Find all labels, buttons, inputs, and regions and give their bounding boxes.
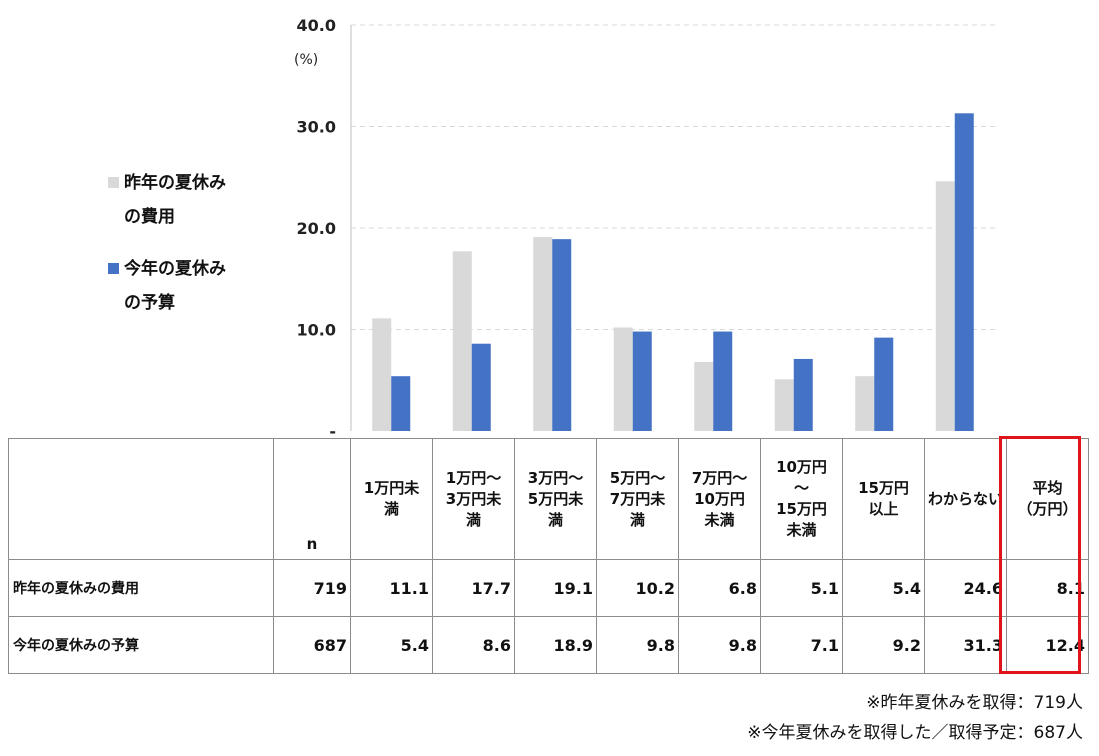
cell-value: 18.9 — [514, 616, 597, 674]
y-tick-label: 40.0 — [297, 16, 336, 35]
cell-average: 8.1 — [1006, 559, 1089, 617]
table-row: 昨年の夏休みの費用 719 11.1 17.7 19.1 10.2 6.8 5.… — [8, 559, 1089, 617]
cell-n: 687 — [273, 616, 351, 674]
cell-value: 5.4 — [350, 616, 433, 674]
cell-value: 11.1 — [350, 559, 433, 617]
row-label: 今年の夏休みの予算 — [8, 616, 274, 674]
y-tick-label: - — [329, 422, 336, 440]
cell-value: 9.8 — [596, 616, 679, 674]
cell-value: 5.4 — [842, 559, 925, 617]
header-n: n — [273, 438, 351, 560]
bar-chart: - 10.0 20.0 30.0 40.0 (%) — [294, 16, 995, 440]
cell-value: 24.6 — [924, 559, 1007, 617]
cell-average: 12.4 — [1006, 616, 1089, 674]
bar-last-year — [533, 237, 553, 431]
cell-value: 31.3 — [924, 616, 1007, 674]
header-cat-4: 5万円～ 7万円未 満 — [596, 438, 679, 560]
cell-value: 8.6 — [432, 616, 515, 674]
legend-swatch-last-year — [108, 177, 119, 188]
legend-swatch-this-year — [108, 263, 119, 274]
cell-value: 7.1 — [760, 616, 843, 674]
legend-label-last-year-1: 昨年の夏休み — [124, 173, 226, 193]
header-blank — [8, 438, 274, 560]
legend-item-this-year: 今年の夏休み の予算 — [108, 252, 226, 320]
header-cat-5: 7万円～ 10万円 未満 — [678, 438, 761, 560]
bar-this-year — [471, 343, 491, 431]
bar-last-year — [372, 318, 392, 431]
header-cat-3: 3万円～ 5万円未 満 — [514, 438, 597, 560]
bar-last-year — [694, 361, 714, 431]
header-cat-7: 15万円 以上 — [842, 438, 925, 560]
legend: 昨年の夏休み の費用 今年の夏休み の予算 — [108, 166, 226, 320]
bars — [372, 113, 974, 432]
bar-this-year — [713, 331, 733, 431]
table-header-row: n 1万円未 満 1万円～ 3万円未 満 3万円～ 5万円未 満 5万円～ 7万… — [8, 438, 1089, 560]
data-table: n 1万円未 満 1万円～ 3万円未 満 3万円～ 5万円未 満 5万円～ 7万… — [8, 438, 1089, 674]
legend-item-last-year: 昨年の夏休み の費用 — [108, 166, 226, 234]
cell-value: 5.1 — [760, 559, 843, 617]
bar-last-year — [613, 327, 633, 431]
footnote-last-year: ※昨年夏休みを取得：719人 — [866, 693, 1083, 713]
y-unit-label: (%) — [294, 52, 318, 68]
row-label: 昨年の夏休みの費用 — [8, 559, 274, 617]
bar-this-year — [632, 331, 652, 431]
header-cat-2: 1万円～ 3万円未 満 — [432, 438, 515, 560]
bar-this-year — [793, 358, 813, 431]
bar-this-year — [391, 376, 411, 431]
gridlines — [351, 24, 995, 330]
y-tick-label: 20.0 — [297, 219, 336, 238]
header-cat-8: わからない — [924, 438, 1007, 560]
bar-this-year — [954, 113, 974, 432]
y-axis: - 10.0 20.0 30.0 40.0 (%) — [294, 16, 352, 440]
header-average: 平均 （万円） — [1006, 438, 1089, 560]
bar-this-year — [874, 337, 894, 431]
cell-value: 9.2 — [842, 616, 925, 674]
bar-last-year — [935, 181, 955, 431]
y-tick-label: 10.0 — [297, 321, 336, 340]
header-cat-6: 10万円 ～ 15万円 未満 — [760, 438, 843, 560]
footnote-this-year: ※今年夏休みを取得した／取得予定：687人 — [747, 723, 1083, 743]
legend-label-this-year-2: の予算 — [124, 293, 175, 313]
cell-value: 10.2 — [596, 559, 679, 617]
bar-last-year — [855, 376, 875, 431]
cell-n: 719 — [273, 559, 351, 617]
table-row: 今年の夏休みの予算 687 5.4 8.6 18.9 9.8 9.8 7.1 9… — [8, 616, 1089, 674]
header-cat-1: 1万円未 満 — [350, 438, 433, 560]
bar-this-year — [552, 239, 572, 431]
cell-value: 17.7 — [432, 559, 515, 617]
cell-value: 19.1 — [514, 559, 597, 617]
bar-last-year — [774, 379, 794, 431]
legend-label-this-year-1: 今年の夏休み — [124, 259, 226, 279]
cell-value: 6.8 — [678, 559, 761, 617]
bar-last-year — [452, 251, 472, 431]
cell-value: 9.8 — [678, 616, 761, 674]
y-tick-label: 30.0 — [297, 118, 336, 137]
legend-label-last-year-2: の費用 — [124, 207, 175, 227]
